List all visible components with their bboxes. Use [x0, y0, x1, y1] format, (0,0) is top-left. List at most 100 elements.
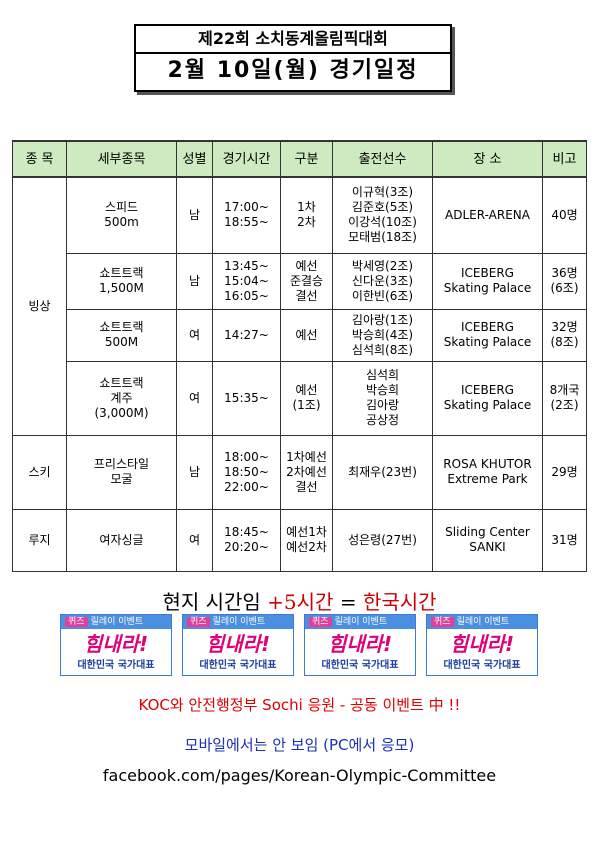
relay-label: 릴레이 이벤트 [90, 617, 144, 627]
cell-line: 36명 [551, 266, 578, 280]
event-cell: 여자싱글 [66, 508, 177, 572]
cell-line: Skating Palace [443, 335, 532, 349]
athletes-cell: 박세영(2조) 신다운(3조) 이한빈(6조) [332, 252, 433, 310]
quiz-tag: 퀴즈 [309, 617, 332, 627]
cell-line: 최재우(23번) [348, 464, 417, 479]
cell-line: 준결승 [289, 273, 324, 288]
cell-line: 예선 [295, 258, 318, 273]
team-text: 대한민국 국가대표 [443, 660, 521, 671]
athletes-cell: 최재우(23번) [332, 434, 433, 510]
event-cell: 쇼트트랙 500M [66, 308, 177, 362]
plus-hours-label: +5시간 [267, 590, 334, 614]
cell-line: (1조) [292, 398, 321, 412]
facebook-link[interactable]: facebook.com/pages/Korean-Olympic-Commit… [102, 766, 497, 785]
cell-line: Sliding Center [445, 525, 530, 539]
cell-line: 김준호(5조) [351, 200, 414, 215]
header-gender: 성별 [176, 140, 213, 178]
cell-line: 1차예선 [286, 449, 327, 464]
cell-line: 18:00~ [224, 449, 269, 464]
cell-line: 김아랑(1조) [351, 312, 414, 327]
event-badge[interactable]: 퀴즈 릴레이 이벤트 힘내라! 대한민국 국가대표 [426, 614, 538, 676]
event-badge[interactable]: 퀴즈 릴레이 이벤트 힘내라! 대한민국 국가대표 [304, 614, 416, 676]
event-cell: 스피드 500m [66, 176, 177, 254]
equals-sign: = [339, 590, 357, 614]
cell-line: 1,500M [99, 281, 144, 295]
note-cell: 40명 [542, 176, 587, 254]
header-time: 경기시간 [212, 140, 281, 178]
header-event: 세부종목 [66, 140, 177, 178]
header-round: 구분 [280, 140, 333, 178]
round-cell: 예선 준결승 결선 [280, 252, 333, 310]
quiz-tag: 퀴즈 [431, 617, 454, 627]
cell-line: ROSA KHUTOR [443, 457, 532, 471]
cheer-text: 힘내라! [205, 632, 271, 656]
gender-cell: 남 [176, 252, 213, 310]
relay-label: 릴레이 이벤트 [212, 617, 266, 627]
athletes-cell: 김아랑(1조) 박승희(4조) 심석희(8조) [332, 308, 433, 362]
note-cell: 32명 (8조) [542, 308, 587, 362]
relay-label: 릴레이 이벤트 [456, 617, 510, 627]
cell-line: 프리스타일 [93, 457, 150, 471]
cell-line: ADLER-ARENA [445, 207, 530, 222]
round-cell: 예선1차 예선2차 [280, 508, 333, 572]
cell-line: 20:20~ [224, 540, 269, 554]
cell-line: 박세영(2조) [351, 258, 414, 273]
venue-cell: ICEBERG Skating Palace [432, 308, 543, 362]
cell-line: (2조) [550, 398, 579, 412]
cell-line: 예선 [295, 327, 318, 342]
title-box: 제22회 소치동계올림픽대회 2월 10일(월) 경기일정 [134, 24, 452, 92]
cell-line: 박승희(4조) [351, 327, 414, 342]
cell-line: 32명 [551, 320, 578, 334]
team-text: 대한민국 국가대표 [199, 660, 277, 671]
cell-line: (6조) [550, 281, 579, 295]
table-row: 스키 프리스타일 모굴 남 18:00~ 18:50~ 22:00~ 1차예선 2차예선… [12, 434, 587, 510]
cell-line: 40명 [551, 207, 578, 222]
cell-line: 500M [104, 335, 139, 349]
cell-line: 이강석(10조) [348, 215, 417, 230]
sport-cell: 루지 [12, 508, 67, 572]
cell-line: 2차예선 [286, 464, 327, 479]
event-cell: 쇼트트랙 1,500M [66, 252, 177, 310]
note-cell: 8개국 (2조) [542, 360, 587, 436]
event-badge[interactable]: 퀴즈 릴레이 이벤트 힘내라! 대한민국 국가대표 [182, 614, 294, 676]
sport-cell: 스키 [12, 434, 67, 510]
note-cell: 31명 [542, 508, 587, 572]
cell-line: 예선2차 [286, 540, 327, 554]
event-title: 제22회 소치동계올림픽대회 [136, 26, 450, 54]
sport-cell: 빙상 [12, 176, 67, 436]
cell-line: 쇼트트랙 [99, 320, 144, 334]
header-venue: 장 소 [432, 140, 543, 178]
cell-line: 이한빈(6조) [351, 288, 414, 303]
team-text: 대한민국 국가대표 [77, 660, 155, 671]
event-badge[interactable]: 퀴즈 릴레이 이벤트 힘내라! 대한민국 국가대표 [60, 614, 172, 676]
cell-line: (3,000M) [94, 405, 149, 420]
venue-cell: Sliding Center SANKI [432, 508, 543, 572]
athletes-cell: 이규혁(3조) 김준호(5조) 이강석(10조) 모태범(18조) [332, 176, 433, 254]
cell-line: 모굴 [110, 472, 133, 486]
event-cell: 프리스타일 모굴 [66, 434, 177, 510]
table-row: 쇼트트랙 계주 (3,000M) 여 15:35~ 예선 (1조) 심석희 박승희 김아랑… [13, 360, 587, 436]
note-cell: 36명 (6조) [542, 252, 587, 310]
gender-cell: 남 [176, 434, 213, 510]
local-time-label: 현지 시간임 [162, 590, 261, 614]
note-cell: 29명 [542, 434, 587, 510]
cell-line: 박승희 [365, 383, 400, 397]
cell-line: ICEBERG [461, 266, 514, 280]
team-text: 대한민국 국가대표 [321, 660, 399, 671]
cheer-text: 힘내라! [83, 632, 149, 656]
cell-line: Skating Palace [443, 281, 532, 295]
table-row: 루지 여자싱글 여 18:45~ 20:20~ 예선1차 예선2차 성은령(27번)… [12, 508, 587, 572]
cell-line: 18:45~ [224, 525, 269, 539]
round-cell: 1차 2차 [280, 176, 333, 254]
time-cell: 15:35~ [212, 360, 281, 436]
gender-cell: 여 [176, 308, 213, 362]
time-cell: 13:45~ 15:04~ 16:05~ [212, 252, 281, 310]
round-cell: 예선 [280, 308, 333, 362]
cell-line: 계주 [110, 390, 133, 405]
mobile-notice: 모바일에서는 안 보임 (PC에서 응모) [184, 736, 415, 754]
cell-line: Extreme Park [447, 472, 528, 486]
cell-line: 2차 [297, 215, 316, 230]
event-badges: 퀴즈 릴레이 이벤트 힘내라! 대한민국 국가대표 퀴즈 릴레이 이벤트 힘내라! … [60, 614, 540, 676]
cell-line: 31명 [551, 532, 578, 547]
header-athletes: 출전선수 [332, 140, 433, 178]
